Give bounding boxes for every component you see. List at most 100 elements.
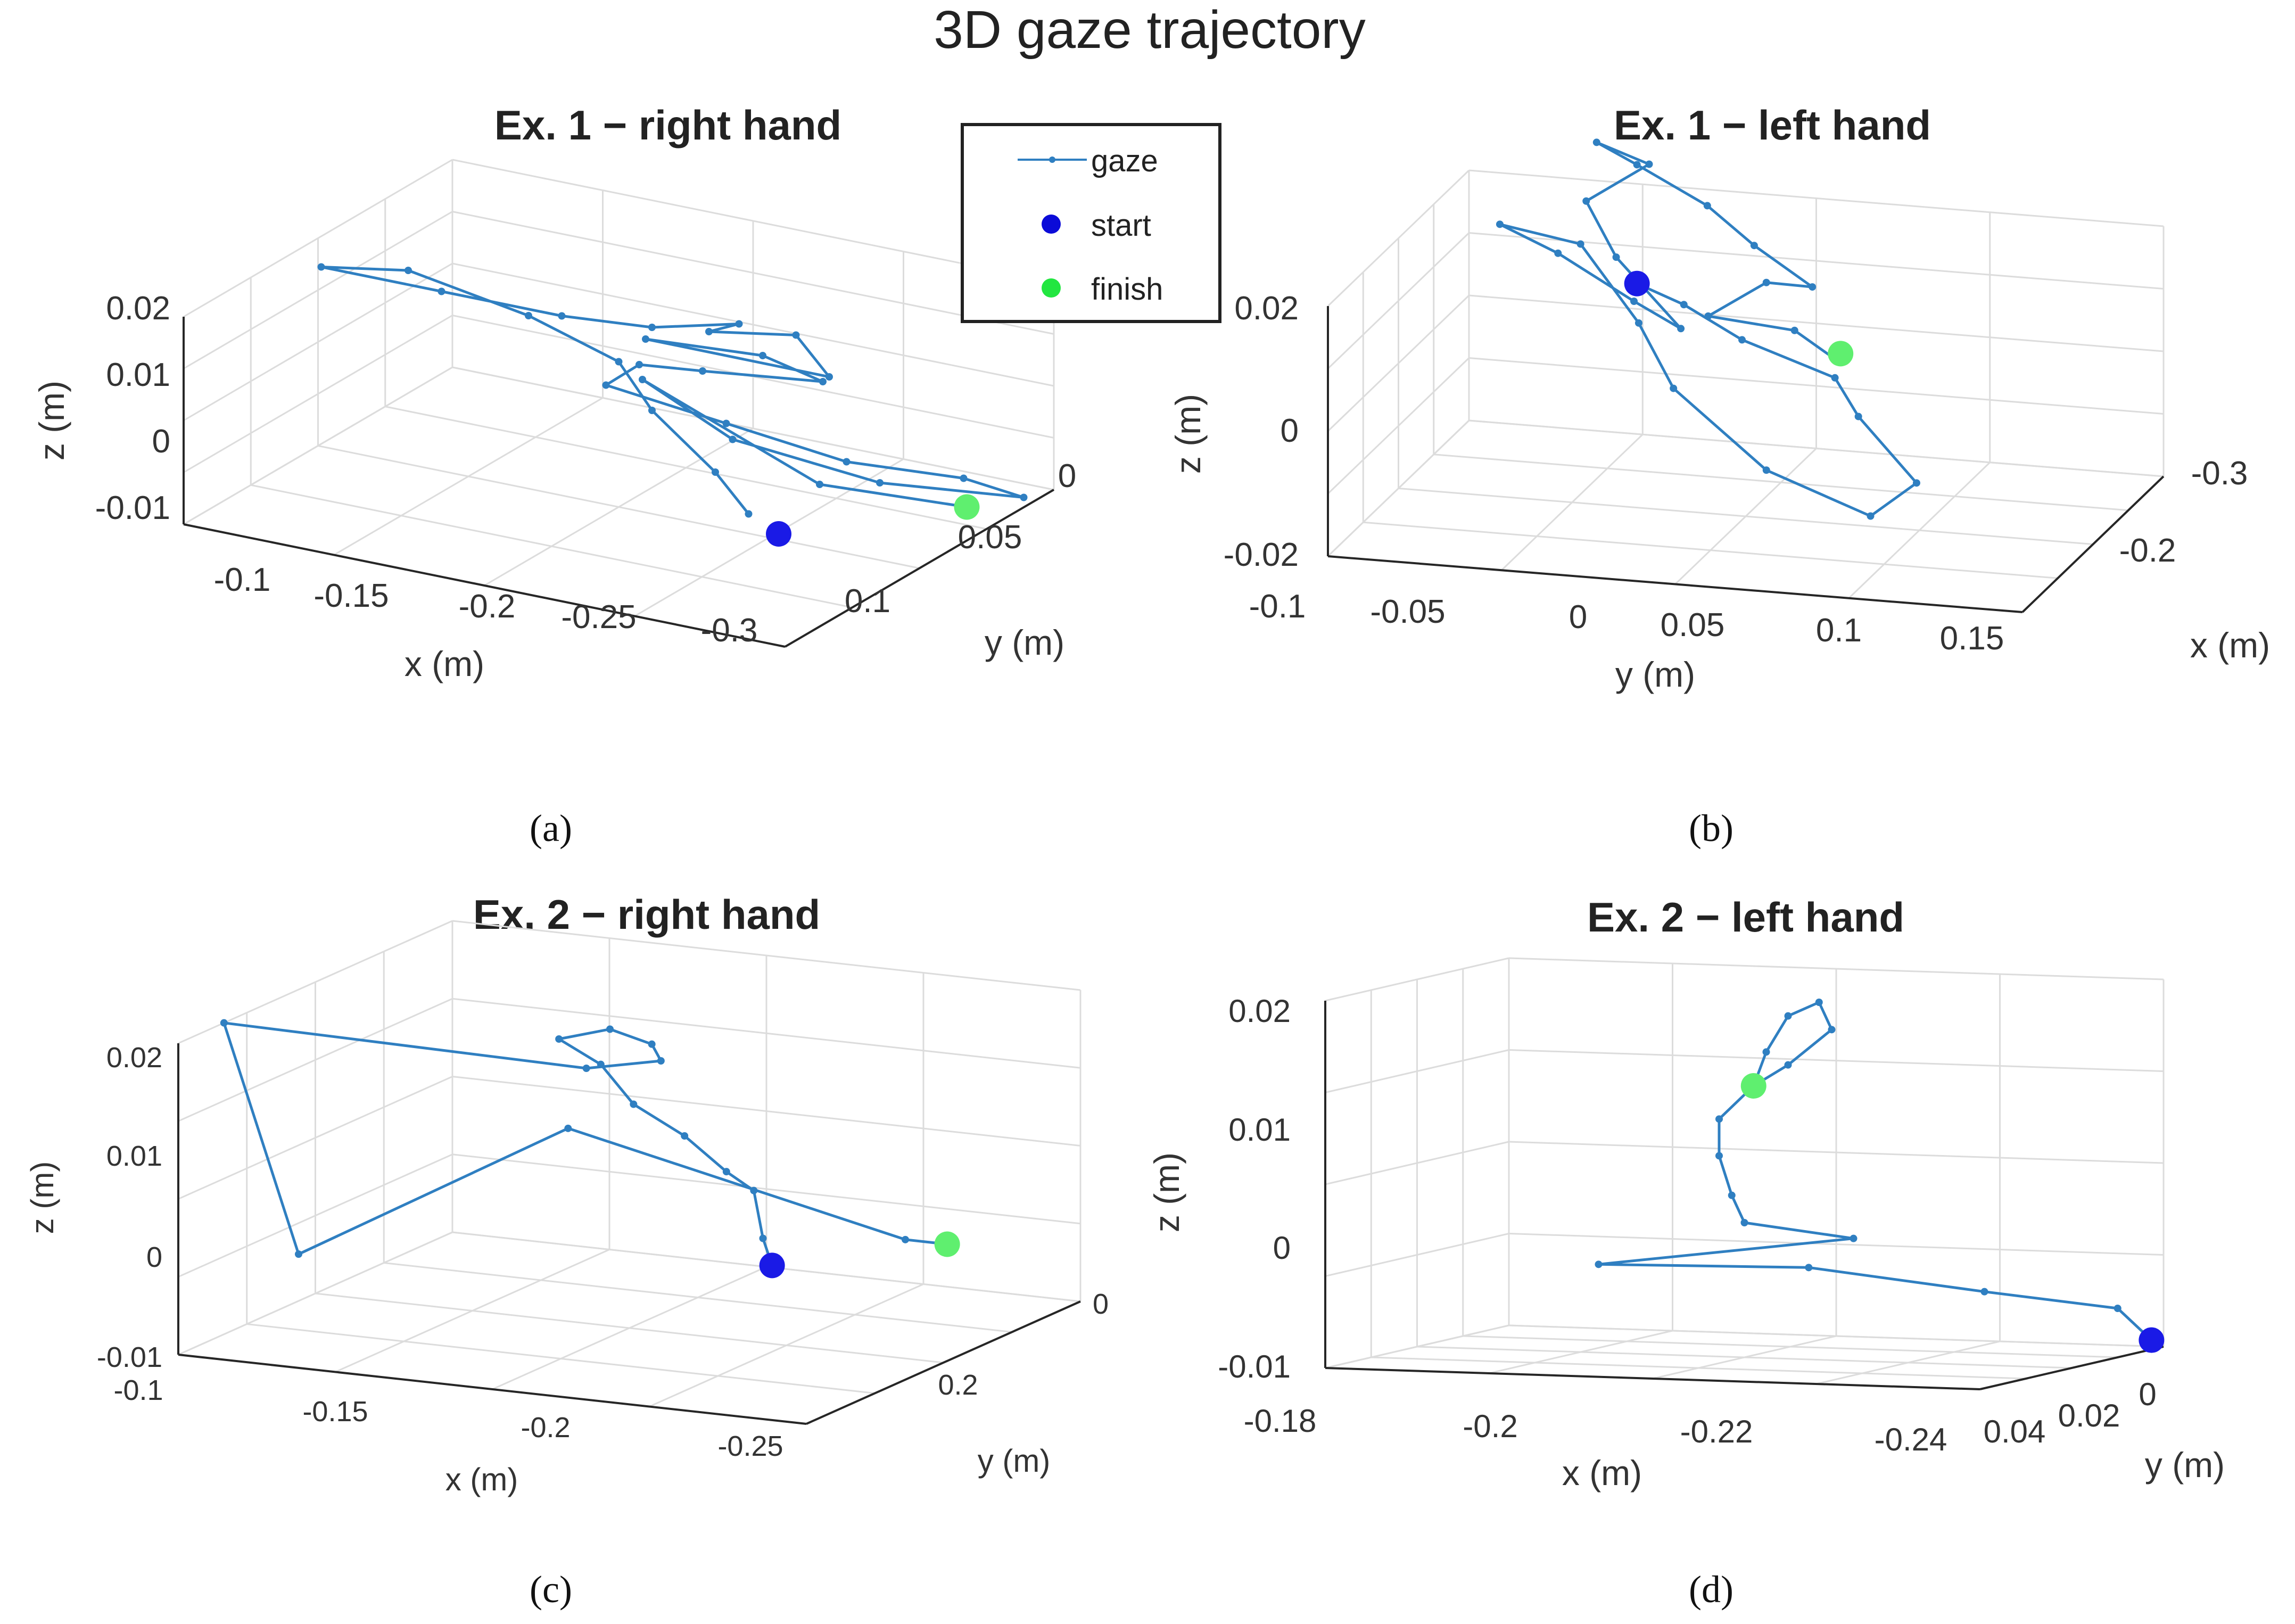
panel-b-zlabel: z (m): [1168, 394, 1208, 474]
panel-b-x-tick: -0.2: [2119, 532, 2176, 569]
panel-b-xlabel: x (m): [2190, 625, 2270, 665]
gaze-point: [558, 312, 566, 320]
panel-b: Ex. 1 − left hand 0.02 0 -0.02 -0.1 -0.0…: [1168, 102, 2270, 850]
panel-a-z-tick: 0: [152, 423, 170, 460]
panel-a: Ex. 1 − right hand 0.02 0.01 0 -0.01 -0.…: [32, 102, 1076, 850]
x-axis-line: [183, 523, 786, 648]
panel-b-y-tick: 0: [1569, 599, 1587, 636]
panel-a-x-tick: -0.25: [561, 599, 636, 636]
y-axis-line: [2021, 475, 2165, 613]
grid-line: [1325, 957, 1509, 1002]
finish-marker: [1828, 341, 1854, 367]
legend: gaze start finish: [961, 123, 1221, 323]
gaze-point: [722, 419, 730, 427]
gaze-point: [1809, 283, 1817, 291]
panel-c-y-tick: 0: [1093, 1288, 1109, 1320]
grid-line: [452, 211, 1054, 335]
gaze-point: [1020, 493, 1028, 501]
panel-d-ylabel: y (m): [2145, 1445, 2225, 1485]
gaze-point: [602, 381, 610, 389]
panel-b-marks: [1496, 138, 1920, 520]
gaze-point: [699, 367, 706, 375]
start-marker: [766, 521, 791, 547]
gaze-point: [639, 376, 646, 383]
panel-c-x-tick: -0.15: [302, 1396, 368, 1428]
panel-a-y-tick: 0.05: [958, 519, 1022, 556]
gaze-point: [1762, 466, 1770, 474]
gaze-point: [1912, 479, 1920, 487]
panel-a-box: [183, 159, 1055, 648]
grid-line: [1468, 232, 2164, 290]
finish-marker: [954, 494, 980, 520]
gaze-point: [220, 1019, 228, 1027]
gaze-point: [1715, 1115, 1723, 1123]
gaze-point: [1784, 1012, 1792, 1020]
panel-a-title: Ex. 1 − right hand: [494, 102, 841, 149]
gaze-point: [825, 373, 833, 381]
finish-marker: [934, 1231, 960, 1257]
gaze-point: [1738, 336, 1746, 344]
grid-line: [183, 159, 453, 318]
panel-c-xlabel: x (m): [445, 1462, 518, 1497]
gaze-point: [630, 1100, 638, 1108]
legend-finish-dot: [1042, 278, 1061, 298]
gaze-point: [1633, 161, 1641, 169]
gaze-point: [648, 324, 656, 331]
panel-c-marks: [220, 1019, 960, 1279]
gaze-point: [657, 1057, 665, 1065]
gaze-point: [2114, 1305, 2121, 1312]
y-axis-line: [1979, 1346, 2164, 1390]
panel-c-ticks: 0.02 0.01 0 -0.01 -0.1 -0.15 -0.2 -0.25 …: [97, 1042, 1109, 1462]
panel-b-y-tick: 0.15: [1940, 620, 2004, 657]
gaze-point: [1790, 326, 1798, 334]
panel-a-xlabel: x (m): [404, 644, 484, 683]
gaze-point: [1980, 1288, 1988, 1296]
grid-line: [1848, 461, 1991, 599]
panel-a-x-tick: -0.15: [313, 578, 389, 614]
panel-c-z-tick: -0.01: [97, 1341, 162, 1373]
grid-line: [1327, 169, 1470, 307]
gaze-point: [1850, 1234, 1858, 1242]
start-marker: [759, 1252, 785, 1279]
figure-title: 3D gaze trajectory: [934, 0, 1365, 60]
panel-d: Ex. 2 − left hand 0.02 0.01 0 -0.01 -0.1…: [1147, 894, 2225, 1611]
panel-d-marks: [1595, 999, 2165, 1353]
grid-line: [1816, 1340, 2000, 1385]
panel-d-x-tick: -0.2: [1463, 1408, 1517, 1444]
grid-line: [318, 445, 920, 569]
gaze-point: [1867, 512, 1875, 520]
panel-b-ticks: 0.02 0 -0.02 -0.1 -0.05 0 0.05 0.1 0.15 …: [1224, 290, 2248, 657]
panel-c-ylabel: y (m): [978, 1443, 1051, 1479]
panel-d-z-tick: 0.01: [1228, 1112, 1291, 1148]
gaze-trajectory: [1498, 141, 1918, 517]
grid-line: [1468, 419, 2164, 477]
panel-d-z-tick: 0.02: [1228, 993, 1291, 1029]
gaze-point: [712, 468, 719, 476]
gaze-point: [606, 1025, 614, 1033]
gaze-point: [759, 352, 766, 359]
panel-c-caption: (c): [530, 1568, 572, 1611]
gaze-point: [317, 263, 325, 271]
grid-line: [1508, 1324, 2164, 1348]
y-axis-line: [784, 489, 1055, 648]
panel-b-x-tick: -0.3: [2191, 455, 2248, 492]
gaze-point: [1645, 160, 1653, 168]
panel-a-y-tick: 0.1: [845, 583, 890, 620]
gaze-point: [582, 1065, 590, 1072]
gaze-point: [1630, 298, 1638, 305]
panel-a-x-tick: -0.3: [701, 612, 758, 649]
gaze-point: [902, 1235, 909, 1243]
start-marker: [2139, 1327, 2165, 1353]
grid-line: [452, 366, 1054, 491]
gaze-point: [1704, 312, 1712, 320]
y-axis-line: [806, 1300, 1081, 1425]
gaze-point: [1677, 325, 1685, 333]
finish-marker: [1740, 1073, 1766, 1099]
panel-a-y-tick: 0: [1058, 458, 1076, 494]
gaze-point: [1728, 1191, 1736, 1199]
panel-b-title: Ex. 1 − left hand: [1614, 102, 1931, 149]
panel-a-x-tick: -0.2: [459, 588, 516, 625]
gaze-point: [1680, 301, 1688, 309]
panel-b-y-tick: 0.05: [1661, 607, 1725, 644]
